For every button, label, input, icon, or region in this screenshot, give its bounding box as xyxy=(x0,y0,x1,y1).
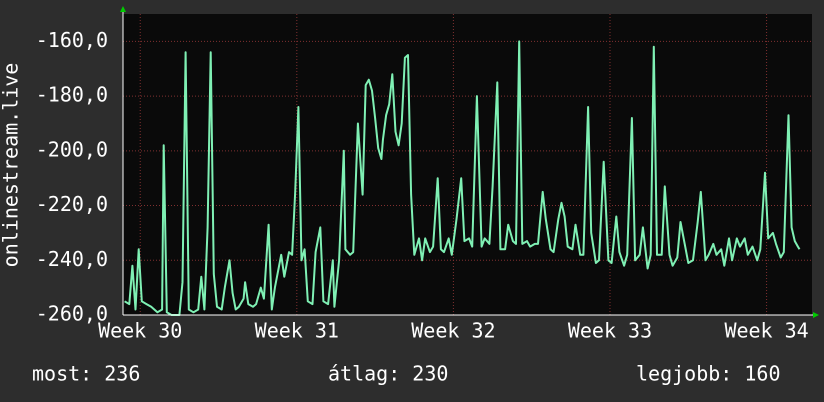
y-axis-arrow xyxy=(120,6,126,12)
plot-area xyxy=(123,14,812,315)
x-tick-label: Week 30 xyxy=(98,319,182,343)
stat-best: legjobb: 160 xyxy=(636,362,781,386)
x-tick-label: Week 32 xyxy=(411,319,495,343)
x-tick-label: Week 31 xyxy=(255,319,339,343)
x-axis-arrow xyxy=(813,312,819,318)
stat-current: most: 236 xyxy=(32,362,140,386)
y-tick-label: -200,0 xyxy=(36,137,108,161)
y-tick-label: -260,0 xyxy=(36,302,108,326)
y-tick-label: -240,0 xyxy=(36,247,108,271)
y-tick-label: -220,0 xyxy=(36,192,108,216)
y-tick-label: -180,0 xyxy=(36,83,108,107)
plot xyxy=(123,14,812,316)
x-tick-label: Week 34 xyxy=(724,319,808,343)
stat-average: átlag: 230 xyxy=(328,362,448,386)
data-line xyxy=(124,40,801,316)
y-axis-label: onlinestream.live xyxy=(0,63,23,268)
y-tick-label: -160,0 xyxy=(36,28,108,52)
x-tick-label: Week 33 xyxy=(568,319,652,343)
